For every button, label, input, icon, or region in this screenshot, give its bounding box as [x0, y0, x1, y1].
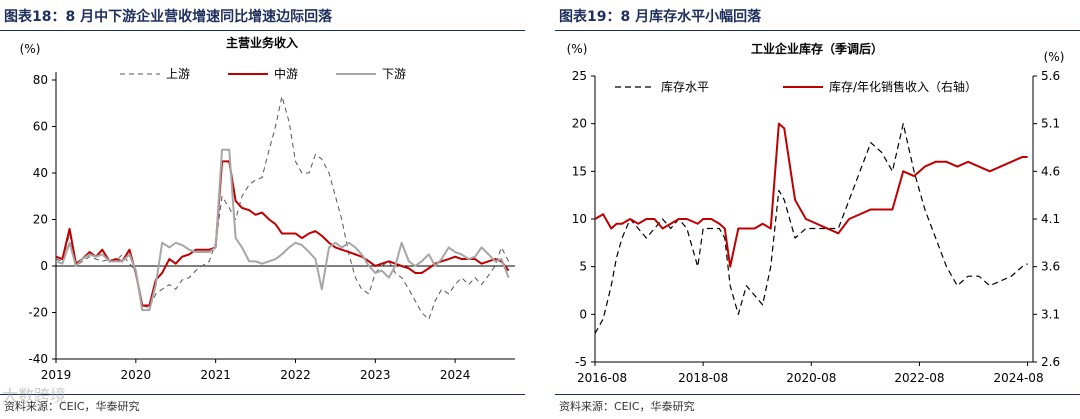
legend-label: 下游: [382, 67, 406, 81]
y-axis-label: (%): [20, 42, 41, 56]
y-tick-label-right: 2.6: [1041, 355, 1060, 369]
y-tick-label: 25: [572, 69, 587, 83]
x-tick-label: 2024-08: [993, 371, 1043, 385]
y-tick-label: 80: [33, 73, 48, 87]
series-line-3: [55, 148, 510, 312]
title-rule: [555, 30, 1080, 31]
x-tick-label: 2021: [200, 368, 231, 382]
y-tick-label: -5: [575, 355, 587, 369]
panel-right-inventory: 图表19：8 月库存水平小幅回落 工业企业库存（季调后） (%) (%) -5 0 5 10…: [555, 0, 1080, 419]
chart-revenue-growth: 主营业务收入 (%) -40 -20 0 20 40 60 80 2019 2020 2021 2022…: [20, 35, 515, 382]
x-tick-label: 2019: [41, 368, 72, 382]
y-tick-label: -40: [28, 352, 48, 366]
chart-title: 主营业务收入: [226, 35, 298, 50]
x-tick-label: 2022: [280, 368, 311, 382]
y-tick-label: 40: [33, 166, 48, 180]
legend-label: 库存/年化销售收入（右轴）: [829, 79, 977, 94]
x-tick-label: 2023: [360, 368, 391, 382]
legend-label: 上游: [166, 67, 190, 81]
y-tick-label: 20: [33, 213, 48, 227]
y-tick-label: 20: [572, 117, 587, 131]
y-tick-label: 0: [40, 259, 48, 273]
y-tick-label-right: 3.1: [1041, 307, 1060, 321]
figure-title: 图表18：8 月中下游企业营收增速同比增速边际回落: [4, 9, 333, 25]
y-axis-label-right: (%): [1044, 50, 1065, 64]
y-tick-label-right: 4.6: [1041, 164, 1060, 178]
x-tick-label: 2020-08: [786, 371, 836, 385]
x-tick-label: 2018-08: [678, 371, 728, 385]
series-line-1: [55, 95, 510, 320]
y-tick-label: -20: [28, 306, 48, 320]
watermark: 大数跨境: [2, 386, 67, 405]
y-tick-label-right: 3.6: [1041, 260, 1060, 274]
series-line-2: [55, 160, 510, 307]
series-line-2: [594, 122, 1028, 268]
y-tick-label-right: 4.1: [1041, 212, 1060, 226]
y-tick-label-right: 5.1: [1041, 117, 1060, 131]
series-line-1: [594, 123, 1028, 334]
chart-inventory: 工业企业库存（季调后） (%) (%) -5 0 5 10 15 20 25 2.6 3.1 3.6 4.…: [567, 41, 1065, 385]
x-tick-label: 2024: [440, 368, 471, 382]
chart-title: 工业企业库存（季调后）: [751, 41, 883, 56]
y-axis-label: (%): [567, 42, 588, 56]
y-tick-label: 0: [579, 307, 587, 321]
y-tick-label: 60: [33, 120, 48, 134]
y-tick-label: 5: [579, 260, 587, 274]
x-tick-label: 2020: [121, 368, 152, 382]
title-rule: [0, 30, 525, 31]
legend-label: 库存水平: [661, 79, 709, 94]
x-tick-label: 2016-08: [577, 371, 627, 385]
figure-title: 图表19：8 月库存水平小幅回落: [559, 9, 762, 25]
x-tick-label: 2022-08: [894, 371, 944, 385]
y-tick-label: 15: [572, 164, 587, 178]
bottom-rule: [555, 394, 1080, 395]
panel-left-revenue: 图表18：8 月中下游企业营收增速同比增速边际回落 主营业务收入 (%) -40 -2…: [0, 0, 525, 419]
legend-label: 中游: [274, 66, 298, 81]
source-note: 资料来源：CEIC，华泰研究: [4, 400, 140, 413]
bottom-rule: [0, 394, 525, 395]
source-note: 资料来源：CEIC，华泰研究: [559, 400, 695, 413]
y-tick-label-right: 5.6: [1041, 69, 1060, 83]
y-tick-label: 10: [572, 212, 587, 226]
